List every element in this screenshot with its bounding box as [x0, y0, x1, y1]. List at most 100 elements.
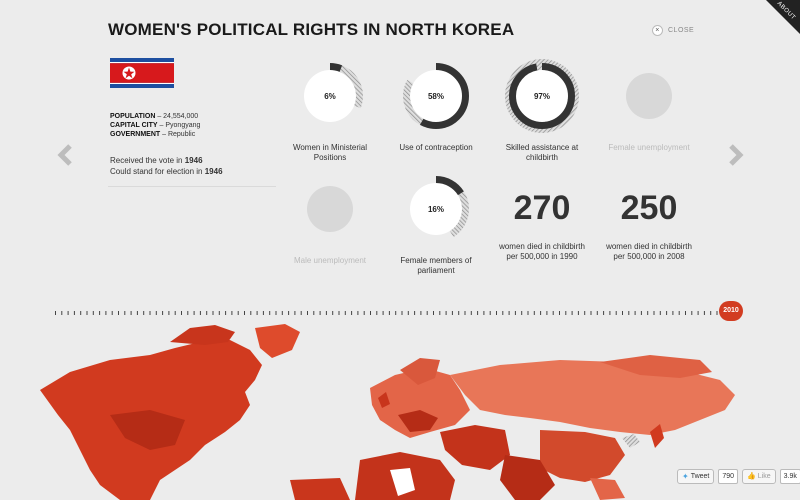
timeline-tick[interactable] [105, 311, 107, 315]
timeline-tick[interactable] [483, 311, 485, 315]
timeline-tick[interactable] [118, 311, 119, 315]
timeline-tick[interactable] [206, 311, 208, 315]
timeline-tick[interactable] [634, 311, 636, 315]
japan-shape[interactable] [650, 424, 664, 448]
china-shape[interactable] [540, 430, 625, 482]
timeline-tick[interactable] [489, 311, 491, 315]
scandinavia-shape[interactable] [400, 358, 440, 385]
north-america-dark-shape[interactable] [110, 410, 185, 450]
timeline-tick[interactable] [325, 311, 327, 315]
asia-shape[interactable] [450, 360, 735, 435]
middle-east-shape[interactable] [440, 425, 510, 470]
timeline-tick[interactable] [521, 311, 523, 315]
prev-arrow-icon[interactable] [56, 144, 74, 166]
timeline-tick[interactable] [414, 311, 416, 315]
timeline-tick[interactable] [445, 311, 447, 315]
world-map[interactable] [0, 320, 800, 500]
timeline-tick[interactable] [99, 311, 101, 315]
timeline-tick[interactable] [603, 311, 605, 315]
timeline-tick[interactable] [319, 311, 321, 315]
timeline-tick[interactable] [716, 311, 718, 315]
timeline-tick[interactable] [426, 311, 428, 315]
timeline-tick[interactable] [307, 311, 308, 315]
year-timeline[interactable] [55, 311, 725, 315]
timeline-tick[interactable] [225, 311, 227, 315]
timeline-tick[interactable] [162, 311, 164, 315]
like-button[interactable]: 👍 Like [742, 469, 776, 484]
timeline-tick[interactable] [338, 311, 340, 315]
timeline-tick[interactable] [288, 311, 290, 315]
southeast-asia-shape[interactable] [590, 478, 625, 500]
timeline-tick[interactable] [420, 311, 422, 315]
timeline-tick[interactable] [640, 311, 642, 315]
timeline-tick[interactable] [55, 311, 56, 315]
timeline-tick[interactable] [470, 311, 472, 315]
timeline-tick[interactable] [552, 311, 554, 315]
timeline-tick[interactable] [124, 311, 126, 315]
timeline-tick[interactable] [565, 311, 567, 315]
timeline-tick[interactable] [584, 311, 586, 315]
timeline-tick[interactable] [155, 311, 157, 315]
britain-shape[interactable] [378, 392, 390, 408]
timeline-tick[interactable] [275, 311, 277, 315]
timeline-tick[interactable] [697, 311, 699, 315]
timeline-tick[interactable] [615, 311, 617, 315]
timeline-tick[interactable] [577, 311, 579, 315]
timeline-tick[interactable] [609, 311, 611, 315]
south-asia-shape[interactable] [500, 455, 555, 500]
timeline-tick[interactable] [269, 311, 271, 315]
timeline-tick[interactable] [67, 311, 69, 315]
timeline-tick[interactable] [193, 311, 195, 315]
timeline-tick[interactable] [388, 311, 390, 315]
timeline-tick[interactable] [672, 311, 674, 315]
timeline-tick[interactable] [256, 311, 258, 315]
europe-dark-shape[interactable] [398, 410, 438, 432]
timeline-tick[interactable] [590, 311, 592, 315]
timeline-tick[interactable] [370, 311, 371, 315]
timeline-tick[interactable] [647, 311, 649, 315]
timeline-tick[interactable] [659, 311, 661, 315]
timeline-tick[interactable] [244, 311, 245, 315]
europe-shape[interactable] [370, 368, 470, 438]
timeline-tick[interactable] [130, 311, 132, 315]
timeline-tick[interactable] [187, 311, 189, 315]
timeline-tick[interactable] [678, 311, 680, 315]
timeline-tick[interactable] [395, 311, 397, 315]
timeline-tick[interactable] [540, 311, 542, 315]
timeline-tick[interactable] [559, 311, 560, 315]
timeline-tick[interactable] [332, 311, 334, 315]
about-button[interactable]: ABOUT [766, 0, 800, 34]
russia-east-shape[interactable] [600, 355, 712, 378]
timeline-tick[interactable] [231, 311, 233, 315]
timeline-tick[interactable] [237, 311, 239, 315]
timeline-tick[interactable] [143, 311, 145, 315]
timeline-tick[interactable] [351, 311, 353, 315]
timeline-tick[interactable] [439, 311, 441, 315]
timeline-tick[interactable] [628, 311, 630, 315]
timeline-tick[interactable] [111, 311, 113, 315]
west-africa-shape[interactable] [390, 468, 415, 496]
timeline-tick[interactable] [691, 311, 693, 315]
timeline-tick[interactable] [174, 311, 176, 315]
timeline-tick[interactable] [250, 311, 252, 315]
timeline-tick[interactable] [407, 311, 409, 315]
timeline-tick[interactable] [533, 311, 535, 315]
timeline-tick[interactable] [376, 311, 378, 315]
timeline-tick[interactable] [61, 311, 63, 315]
year-badge[interactable]: 2010 [719, 301, 743, 321]
timeline-tick[interactable] [514, 311, 516, 315]
timeline-tick[interactable] [653, 311, 655, 315]
timeline-tick[interactable] [496, 311, 497, 315]
timeline-tick[interactable] [218, 311, 220, 315]
north-korea-shape[interactable] [622, 434, 640, 448]
timeline-tick[interactable] [199, 311, 201, 315]
timeline-tick[interactable] [363, 311, 365, 315]
timeline-tick[interactable] [73, 311, 75, 315]
timeline-tick[interactable] [262, 311, 264, 315]
timeline-tick[interactable] [685, 311, 686, 315]
south-america-top-shape[interactable] [290, 478, 350, 500]
next-arrow-icon[interactable] [727, 144, 745, 166]
timeline-tick[interactable] [357, 311, 359, 315]
timeline-tick[interactable] [703, 311, 705, 315]
timeline-tick[interactable] [451, 311, 453, 315]
